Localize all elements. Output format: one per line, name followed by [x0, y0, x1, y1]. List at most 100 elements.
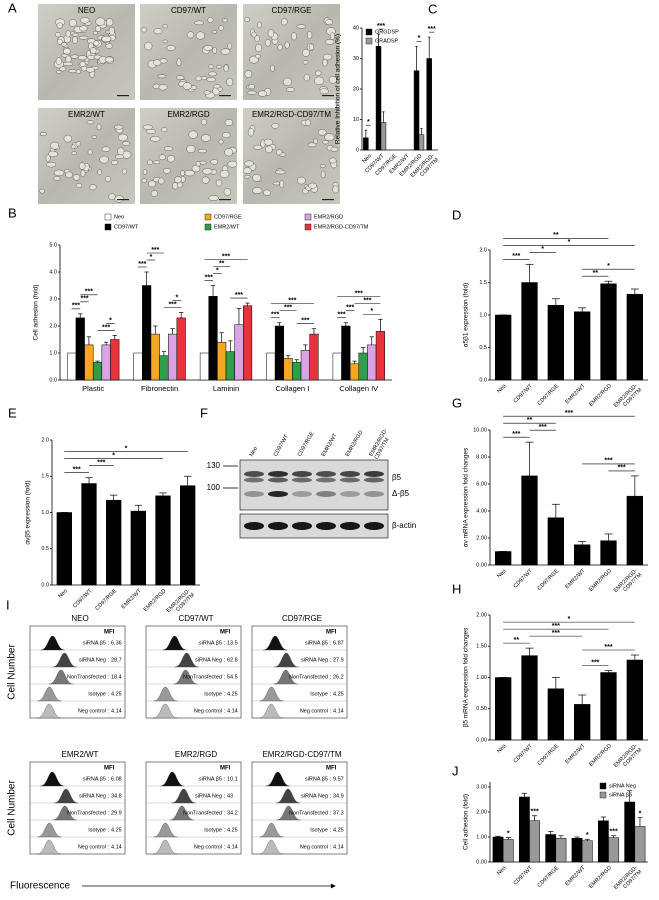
cell	[271, 122, 280, 129]
cell	[78, 35, 89, 40]
legend-label: siRNA β5	[609, 792, 632, 798]
cell	[282, 77, 292, 87]
legend-label: CD97/WT	[114, 224, 139, 230]
histogram	[37, 822, 62, 838]
band	[268, 471, 288, 477]
cell	[182, 82, 192, 90]
bar	[626, 659, 643, 741]
y-tick-label: 10.00	[473, 427, 487, 433]
significance-label: ***	[591, 659, 599, 666]
row-label: NonTransfected :	[67, 810, 109, 816]
band	[244, 522, 264, 530]
x-tick-label: CD97/RGE	[94, 588, 118, 612]
y-tick-label: 0.5	[41, 546, 49, 552]
significance-label: ***	[151, 247, 159, 254]
bar	[555, 838, 567, 863]
legend-swatch	[365, 37, 373, 45]
cell	[202, 167, 213, 175]
row-label: siRNA β5 :	[199, 640, 226, 646]
bar	[150, 333, 160, 381]
x-tick-label: EMR2/WT	[564, 383, 587, 406]
cell	[163, 146, 174, 152]
y-tick-label: 0	[356, 147, 359, 153]
y-tick-label: 2.0	[41, 437, 49, 443]
histogram	[274, 652, 299, 668]
row-value: 10.1	[227, 776, 238, 782]
cell	[53, 169, 65, 177]
cell	[200, 134, 211, 142]
cell	[306, 30, 313, 40]
significance-label: ***	[235, 292, 243, 299]
row-value: 37.3	[333, 810, 344, 816]
x-tick-label: CD97/WT	[72, 588, 94, 610]
cell	[45, 154, 51, 162]
band	[340, 471, 360, 477]
band	[340, 491, 360, 497]
x-tick-label: CD97/WT	[513, 743, 535, 765]
y-tick-label: 0.0	[41, 582, 49, 588]
bar	[492, 836, 504, 863]
significance-label: *	[112, 453, 115, 460]
row-label: siRNA Neg :	[195, 657, 225, 663]
row-value: 29.9	[111, 810, 122, 816]
cell	[62, 61, 74, 67]
cell	[296, 24, 307, 29]
cell	[188, 130, 198, 139]
row-value: 4.14	[111, 844, 122, 850]
row-label: Isotype :	[310, 827, 331, 833]
cell	[68, 19, 77, 27]
cell	[101, 35, 112, 43]
x-tick-label: CD97/RGE	[537, 568, 561, 592]
x-tick-label: EMR2/RGD	[588, 865, 613, 890]
bar	[75, 317, 85, 381]
cell	[158, 154, 166, 161]
y-tick-label: 0.00	[476, 737, 487, 743]
table-header: MFI	[220, 766, 231, 772]
row-label: NonTransfected :	[183, 810, 225, 816]
cell	[186, 144, 196, 154]
significance-label: ***	[346, 305, 354, 312]
cell	[252, 173, 262, 182]
legend-swatch	[104, 223, 112, 231]
x-tick-label: Neo	[496, 743, 507, 754]
cell	[224, 148, 233, 157]
panel-label: I	[6, 597, 10, 612]
bar	[130, 510, 146, 586]
cell	[330, 146, 339, 152]
cell	[79, 25, 88, 32]
y-tick-label: 1.0	[41, 510, 49, 516]
cell	[212, 84, 221, 89]
panel-title: NEO	[71, 614, 88, 623]
y-tick-label: 1.50	[476, 644, 487, 650]
significance-label: ***	[80, 296, 88, 303]
histogram	[173, 669, 198, 685]
cell	[227, 42, 233, 50]
bar	[292, 362, 302, 381]
histogram	[153, 686, 178, 702]
significance-label: ***	[565, 410, 573, 417]
cell	[212, 47, 217, 54]
cell	[77, 55, 88, 61]
significance-label: ***	[271, 312, 279, 319]
row-label: Isotype :	[88, 827, 109, 833]
significance-label: *	[418, 35, 421, 42]
y-tick-label: 2.0	[479, 247, 487, 253]
cell	[186, 31, 195, 39]
cell	[122, 141, 130, 147]
cell	[158, 177, 165, 185]
y-tick-label: 20	[353, 86, 359, 92]
y-tick-label: 1.00	[476, 675, 487, 681]
cell	[86, 120, 95, 125]
panel-title: CD97/RGE	[282, 614, 322, 623]
bar	[375, 46, 382, 151]
bar	[234, 324, 244, 381]
cell	[95, 25, 102, 32]
cell	[215, 64, 222, 69]
y-axis-label: α5β1 expression (fold)	[463, 283, 470, 348]
row-label: siRNA β5 :	[83, 640, 110, 646]
x-tick-label: Neo	[361, 153, 372, 164]
bar	[67, 352, 77, 381]
y-tick-label: 3.00	[476, 784, 487, 790]
histogram	[174, 652, 199, 668]
bar	[380, 122, 387, 151]
